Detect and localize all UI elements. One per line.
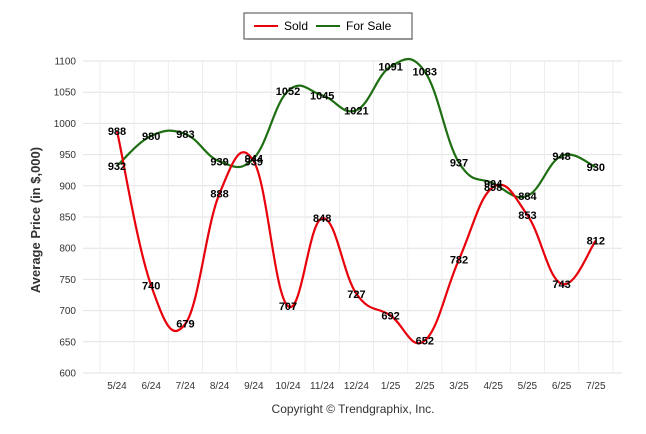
data-label-sold: 853 xyxy=(518,210,536,222)
data-label-for-sale: 1021 xyxy=(344,105,368,117)
data-label-for-sale: 1045 xyxy=(310,90,334,102)
data-label-for-sale: 939 xyxy=(210,156,228,168)
x-tick-label: 9/24 xyxy=(244,381,264,392)
x-tick-label: 7/25 xyxy=(586,381,606,392)
x-tick-label: 5/25 xyxy=(518,381,538,392)
data-label-sold: 939 xyxy=(245,156,263,168)
data-label-for-sale: 1083 xyxy=(413,67,437,79)
y-tick-label: 800 xyxy=(59,244,76,255)
data-labels: 988 740 679 888 939 707 848 727 692 652 782 898 853 7… xyxy=(108,62,605,348)
data-label-for-sale: 1052 xyxy=(276,86,300,98)
data-label-sold: 740 xyxy=(142,281,160,293)
data-label-for-sale: 884 xyxy=(518,191,537,203)
x-tick-label: 3/25 xyxy=(449,381,469,392)
x-tick-label: 4/25 xyxy=(483,381,503,392)
data-label-for-sale: 1091 xyxy=(378,62,402,74)
data-label-for-sale: 944 xyxy=(245,153,264,165)
legend-label-for-sale: For Sale xyxy=(346,19,392,33)
data-label-sold: 707 xyxy=(279,301,297,313)
y-tick-label: 950 xyxy=(59,150,76,161)
y-tick-label: 650 xyxy=(59,337,76,348)
x-tick-label: 2/25 xyxy=(415,381,435,392)
x-tick-label: 11/24 xyxy=(310,381,335,392)
y-axis-title: Average Price (in $,000) xyxy=(28,147,43,293)
x-tick-label: 1/25 xyxy=(381,381,401,392)
x-tick-label: 10/24 xyxy=(275,381,300,392)
x-tick-label: 6/24 xyxy=(141,381,161,392)
data-label-sold: 743 xyxy=(552,279,570,291)
y-tick-label: 600 xyxy=(59,369,76,380)
x-tick-label: 7/24 xyxy=(176,381,196,392)
y-tick-label: 900 xyxy=(59,181,76,192)
data-label-sold: 812 xyxy=(587,236,605,248)
data-label-for-sale: 904 xyxy=(484,178,503,190)
data-label-sold: 898 xyxy=(484,182,502,194)
x-tick-label: 8/24 xyxy=(210,381,230,392)
x-axis-ticks: 5/24 6/24 7/24 8/24 9/24 10/24 11/24 12/24 1/25 2… xyxy=(107,381,606,392)
data-label-sold: 679 xyxy=(176,319,194,331)
y-tick-label: 700 xyxy=(59,306,76,317)
data-label-sold: 988 xyxy=(108,126,126,138)
data-label-sold: 782 xyxy=(450,254,468,266)
data-label-sold: 692 xyxy=(381,311,399,323)
x-tick-label: 12/24 xyxy=(344,381,369,392)
legend-label-sold: Sold xyxy=(284,19,308,33)
y-axis-ticks: 600 650 700 750 800 850 900 950 1000 1050 1100 xyxy=(54,57,77,380)
x-tick-label: 5/24 xyxy=(107,381,127,392)
data-label-for-sale: 980 xyxy=(142,131,160,143)
data-label-for-sale: 983 xyxy=(176,129,194,141)
series-line-sold xyxy=(115,130,597,345)
data-label-sold: 727 xyxy=(347,289,365,301)
x-tick-label: 6/25 xyxy=(552,381,572,392)
y-tick-label: 1050 xyxy=(54,88,77,99)
data-label-for-sale: 932 xyxy=(108,161,126,173)
copyright-text: Copyright © Trendgraphix, Inc. xyxy=(272,402,435,416)
y-tick-label: 750 xyxy=(59,275,76,286)
data-label-for-sale: 930 xyxy=(587,162,605,174)
data-label-for-sale: 937 xyxy=(450,158,468,170)
data-label-sold: 848 xyxy=(313,213,331,225)
data-label-for-sale: 948 xyxy=(552,151,570,163)
data-label-sold: 652 xyxy=(416,336,434,348)
y-tick-label: 1000 xyxy=(54,119,77,130)
legend-shadow xyxy=(247,38,413,40)
y-tick-label: 850 xyxy=(59,213,76,224)
series-lines xyxy=(115,57,597,345)
y-tick-label: 1100 xyxy=(54,57,76,68)
legend: Sold For Sale xyxy=(243,12,413,40)
data-label-sold: 888 xyxy=(210,188,228,200)
